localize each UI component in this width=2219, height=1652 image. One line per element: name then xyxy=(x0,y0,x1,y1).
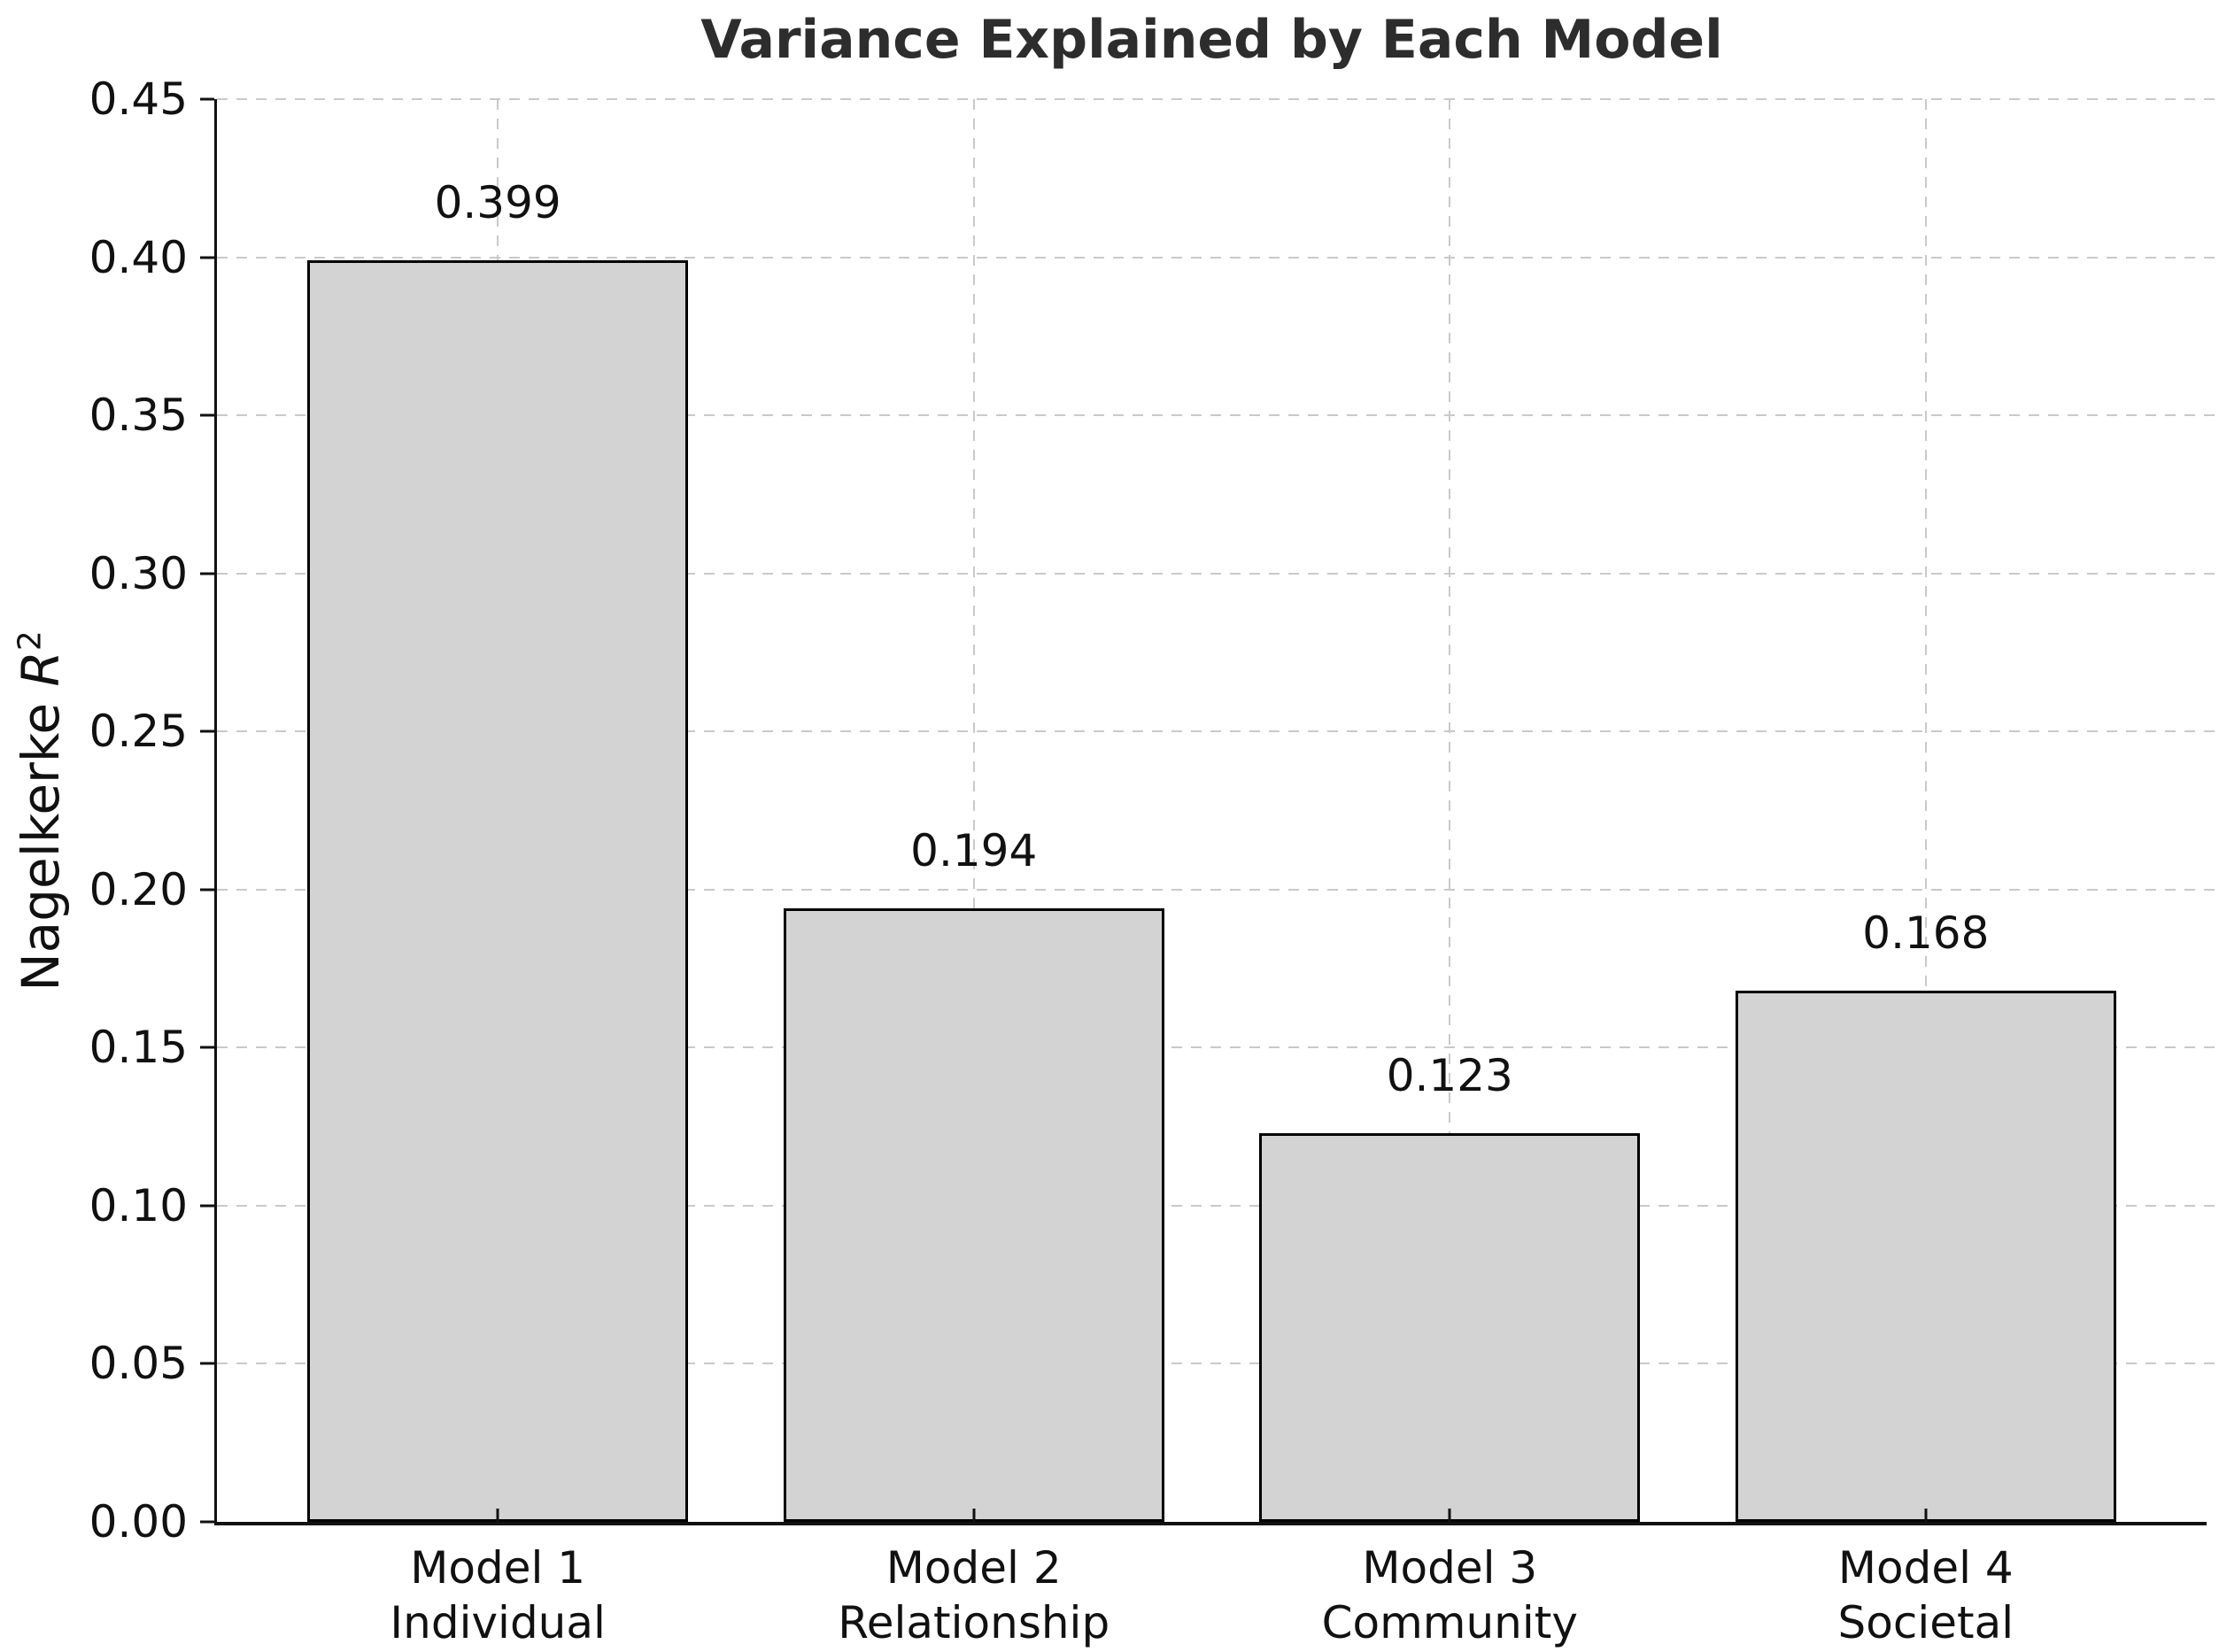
horizontal-gridline xyxy=(217,414,2219,417)
y-axis-tick xyxy=(200,97,214,101)
plot-area: 0.399 0.194 0.123 0.168 xyxy=(200,97,2219,1525)
y-axis-tick-label: 0.20 xyxy=(89,863,188,915)
y-axis-tick-label: 0.15 xyxy=(89,1022,188,1074)
bar-model-4 xyxy=(1735,991,2116,1522)
x-tick-label-line2: Individual xyxy=(390,1597,606,1648)
x-tick-label-line1: Model 2 xyxy=(885,1542,1062,1594)
y-axis-tick-label: 0.40 xyxy=(89,231,188,283)
y-axis-tick xyxy=(200,1520,214,1524)
bar-value-label: 0.399 xyxy=(434,177,561,229)
x-axis-tick-label: Model 4 Societal xyxy=(1651,1540,2200,1650)
bar-model-3 xyxy=(1259,1132,1641,1522)
y-axis-tick xyxy=(200,1204,214,1208)
bar-value-label: 0.168 xyxy=(1862,907,1990,960)
y-axis-tick-label: 0.10 xyxy=(89,1179,188,1231)
horizontal-gridline xyxy=(217,1363,2219,1365)
x-axis-tick xyxy=(1924,1509,1928,1522)
y-axis-tick-label: 0.45 xyxy=(89,73,188,125)
y-axis-tick-label: 0.35 xyxy=(89,390,188,442)
horizontal-gridline xyxy=(217,98,2219,100)
y-axis-tick xyxy=(200,1046,214,1049)
y-axis-label: Nagelkerke R2 xyxy=(11,630,71,991)
y-axis-label-symbol: R xyxy=(11,651,71,687)
x-tick-label-line1: Model 1 xyxy=(410,1542,586,1594)
x-tick-label-line2: Community xyxy=(1321,1597,1578,1648)
y-axis-tick xyxy=(200,572,214,575)
horizontal-gridline xyxy=(217,256,2219,259)
y-axis-tick-label: 0.30 xyxy=(89,547,188,599)
y-axis-tick-label: 0.05 xyxy=(89,1338,188,1390)
x-tick-label-line2: Societal xyxy=(1837,1597,2014,1648)
vertical-gridline xyxy=(1924,99,1927,1522)
y-axis-tick xyxy=(200,256,214,259)
horizontal-gridline xyxy=(217,1204,2219,1207)
x-axis-tick-label: Model 1 Individual xyxy=(223,1540,772,1650)
y-axis-label-exponent: 2 xyxy=(12,630,49,652)
y-axis-tick xyxy=(200,888,214,892)
bar-value-label: 0.123 xyxy=(1386,1049,1513,1101)
bar-model-2 xyxy=(783,908,1164,1522)
y-axis-tick xyxy=(200,730,214,733)
horizontal-gridline xyxy=(217,1046,2219,1049)
x-axis-tick xyxy=(1448,1509,1451,1522)
bar-model-1 xyxy=(307,260,689,1522)
horizontal-gridline xyxy=(217,730,2219,733)
vertical-gridline xyxy=(1449,99,1451,1522)
x-axis-tick-label: Model 3 Community xyxy=(1175,1540,1724,1650)
y-axis-tick xyxy=(200,413,214,417)
x-tick-label-line1: Model 3 xyxy=(1362,1542,1538,1594)
y-axis-tick-label: 0.00 xyxy=(89,1496,188,1548)
chart-title: Variance Explained by Each Model xyxy=(700,9,1723,71)
bar-value-label: 0.194 xyxy=(910,825,1038,877)
y-axis-tick-label: 0.25 xyxy=(89,706,188,758)
x-tick-label-line1: Model 4 xyxy=(1837,1542,2014,1594)
vertical-gridline xyxy=(972,99,975,1522)
x-axis-tick-label: Model 2 Relationship xyxy=(700,1540,1249,1650)
x-axis-tick xyxy=(496,1509,499,1522)
x-tick-label-line2: Relationship xyxy=(838,1597,1110,1648)
horizontal-gridline xyxy=(217,572,2219,575)
horizontal-gridline xyxy=(217,888,2219,891)
x-axis-tick xyxy=(972,1509,976,1522)
y-axis-tick xyxy=(200,1362,214,1365)
